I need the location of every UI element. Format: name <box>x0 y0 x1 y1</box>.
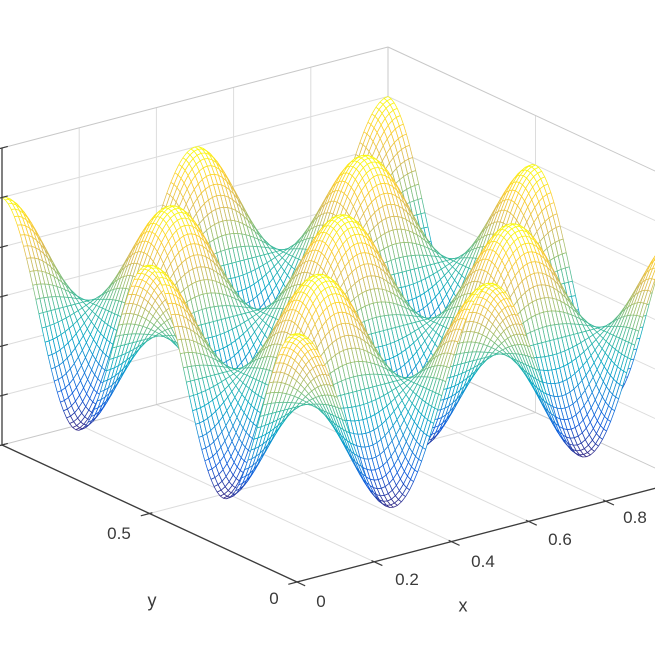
y-tick-label-1: 0.5 <box>107 524 131 543</box>
x-tick-label-1: 0.2 <box>395 570 419 589</box>
x-tick-label-4: 0.8 <box>623 508 647 527</box>
y-tick-label-0: 0 <box>269 589 279 608</box>
x-tick-label-2: 0.4 <box>471 552 495 571</box>
y-axis-label: y <box>147 590 157 611</box>
x-axis-label: x <box>458 595 468 616</box>
x-tick-label-3: 0.6 <box>548 530 572 549</box>
x-tick-label-0: 0 <box>316 592 326 611</box>
